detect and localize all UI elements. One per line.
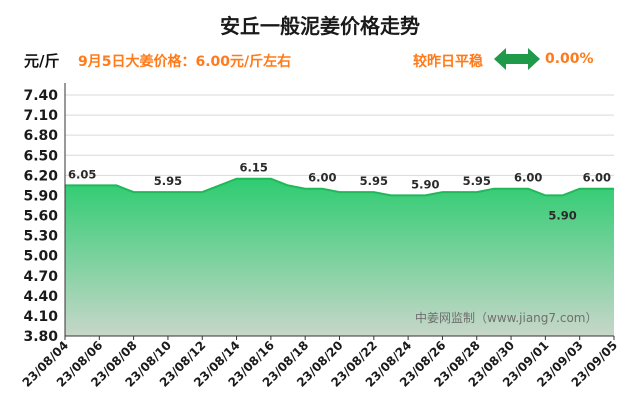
price-note: 9月5日大姜价格：6.00元/斤左右 [78, 54, 292, 70]
data-label: 6.00 [583, 171, 611, 185]
price-area [65, 178, 614, 336]
unit-label: 元/斤 [24, 52, 60, 70]
y-tick-label: 5.60 [23, 209, 58, 225]
compare-label: 较昨日平稳 [413, 54, 483, 70]
data-label: 5.90 [548, 208, 576, 222]
y-axis-ticks: 7.40 7.10 6.80 6.50 6.20 5.90 5.60 5.30 5.00 4.70… [23, 88, 58, 345]
y-tick-label: 6.80 [23, 128, 58, 144]
y-tick-label: 5.90 [23, 188, 58, 204]
y-tick-label: 6.50 [23, 148, 58, 164]
data-label: 6.00 [308, 171, 336, 185]
data-label: 5.95 [360, 174, 388, 188]
y-tick-label: 3.80 [23, 329, 58, 345]
data-label: 6.00 [514, 171, 542, 185]
y-tick-label: 4.40 [23, 289, 58, 305]
data-label: 5.95 [463, 174, 491, 188]
double-arrow-icon [494, 48, 540, 70]
data-labels: 6.05 5.95 6.15 6.00 5.95 5.90 5.95 6.00 5.90 6.00 [68, 161, 611, 223]
y-tick-label: 7.40 [23, 88, 58, 104]
x-axis-ticks: 23/08/0423/08/0623/08/0823/08/1023/08/12… [20, 336, 620, 390]
data-label: 5.95 [154, 174, 182, 188]
change-value: 0.00% [545, 51, 594, 67]
y-tick-label: 4.10 [23, 309, 58, 325]
data-label: 6.05 [68, 167, 96, 181]
y-tick-label: 5.30 [23, 229, 58, 245]
y-tick-label: 6.20 [23, 168, 58, 184]
data-label: 5.90 [411, 177, 439, 191]
y-tick-label: 4.70 [23, 269, 58, 285]
price-line [65, 177, 614, 197]
data-label: 6.15 [240, 161, 268, 175]
y-tick-label: 7.10 [23, 108, 58, 124]
watermark: 中姜网监制（www.jiang7.com） [415, 310, 597, 325]
y-tick-label: 5.00 [23, 249, 58, 265]
chart-title: 安丘一般泥姜价格走势 [220, 14, 420, 38]
